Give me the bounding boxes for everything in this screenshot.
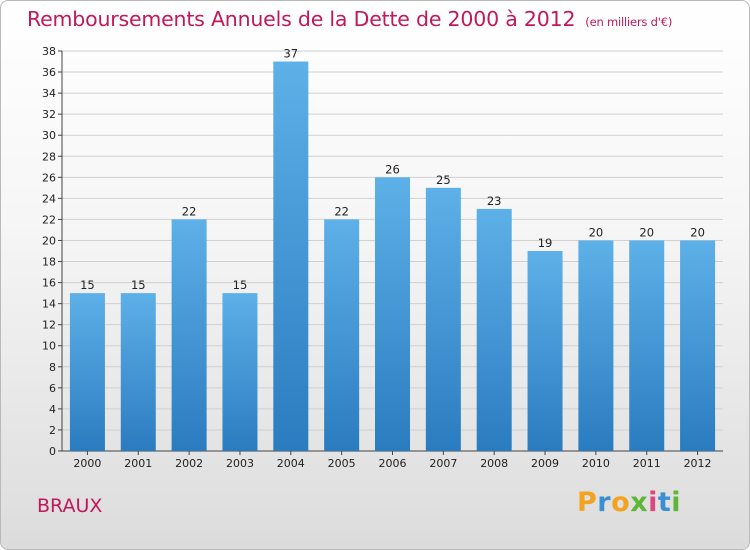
y-tick-label: 18 [42,256,56,269]
data-label: 22 [334,204,349,218]
y-tick-label: 16 [42,277,56,290]
data-label: 22 [182,204,197,218]
bar-2006 [375,177,410,451]
data-labels: 15 15 22 15 37 22 26 25 23 19 20 20 20 [80,47,705,293]
bar-2012 [680,240,716,451]
data-label: 19 [538,236,553,250]
logo-letter: t [657,487,672,518]
data-label: 20 [639,225,654,239]
y-tick-label: 38 [42,45,56,58]
y-tick-label: 0 [49,445,56,458]
data-label: 23 [487,194,502,208]
bar-2007 [425,187,461,451]
y-tick-label: 14 [42,298,56,311]
x-tick-label: 2005 [328,457,356,470]
y-tick-label: 22 [42,213,56,226]
x-tick-label: 2006 [379,457,407,470]
x-tick-label: 2007 [429,457,457,470]
bars [69,61,716,452]
data-label: 15 [80,278,95,292]
x-tick-label: 2008 [480,457,508,470]
bar-2005 [324,219,360,451]
x-tick-label: 2004 [277,457,305,470]
bar-2011 [629,240,665,451]
y-tick-label: 20 [42,234,56,247]
bar-2010 [578,240,614,451]
data-label: 20 [589,225,604,239]
y-tick-label: 32 [42,108,56,121]
x-tick-label: 2003 [226,457,254,470]
y-tick-label: 6 [49,382,56,395]
x-tick-label: 2000 [73,457,101,470]
chart-title-text: Remboursements Annuels de la Dette de 20… [27,7,576,31]
y-tick-label: 4 [49,403,56,416]
y-tick-label: 10 [42,340,56,353]
logo-letter: P [577,487,598,518]
y-tick-label: 2 [49,424,56,437]
bar-2000 [69,293,105,451]
y-tick-label: 36 [42,66,56,79]
y-tick-label: 8 [49,361,56,374]
x-tick-label: 2002 [175,457,203,470]
data-label: 15 [131,278,146,292]
x-tick-label: 2001 [124,457,152,470]
y-tick-label: 30 [42,129,56,142]
data-label: 37 [283,47,298,61]
y-tick-label: 12 [42,319,56,332]
x-tick-label: 2011 [633,457,661,470]
x-tick-label: 2010 [582,457,610,470]
commune-name: BRAUX [37,495,103,517]
data-label: 26 [385,162,400,176]
proxiti-logo[interactable]: Proxiti [577,487,681,518]
x-tick-label: 2012 [684,457,712,470]
chart-title: Remboursements Annuels de la Dette de 20… [27,7,672,31]
logo-letter: i [671,487,682,518]
data-label: 15 [233,278,248,292]
logo-letter: i [648,487,658,518]
bar-2008 [476,208,512,451]
y-tick-label: 24 [42,192,56,205]
x-tick-label: 2009 [531,457,559,470]
logo-letter: o [611,487,631,518]
bar-2003 [222,293,258,451]
logo-letter: x [630,487,649,518]
bar-2004 [273,61,309,452]
bar-2009 [527,251,563,451]
data-label: 25 [436,173,451,187]
bar-2001 [120,293,156,451]
unit-note: (en milliers d'€) [585,15,673,29]
y-tick-label: 28 [42,150,56,163]
bar-2002 [171,219,207,451]
logo-letter: r [597,487,612,518]
data-label: 20 [690,225,705,239]
y-tick-label: 34 [42,87,56,100]
y-tick-label: 26 [42,171,56,184]
